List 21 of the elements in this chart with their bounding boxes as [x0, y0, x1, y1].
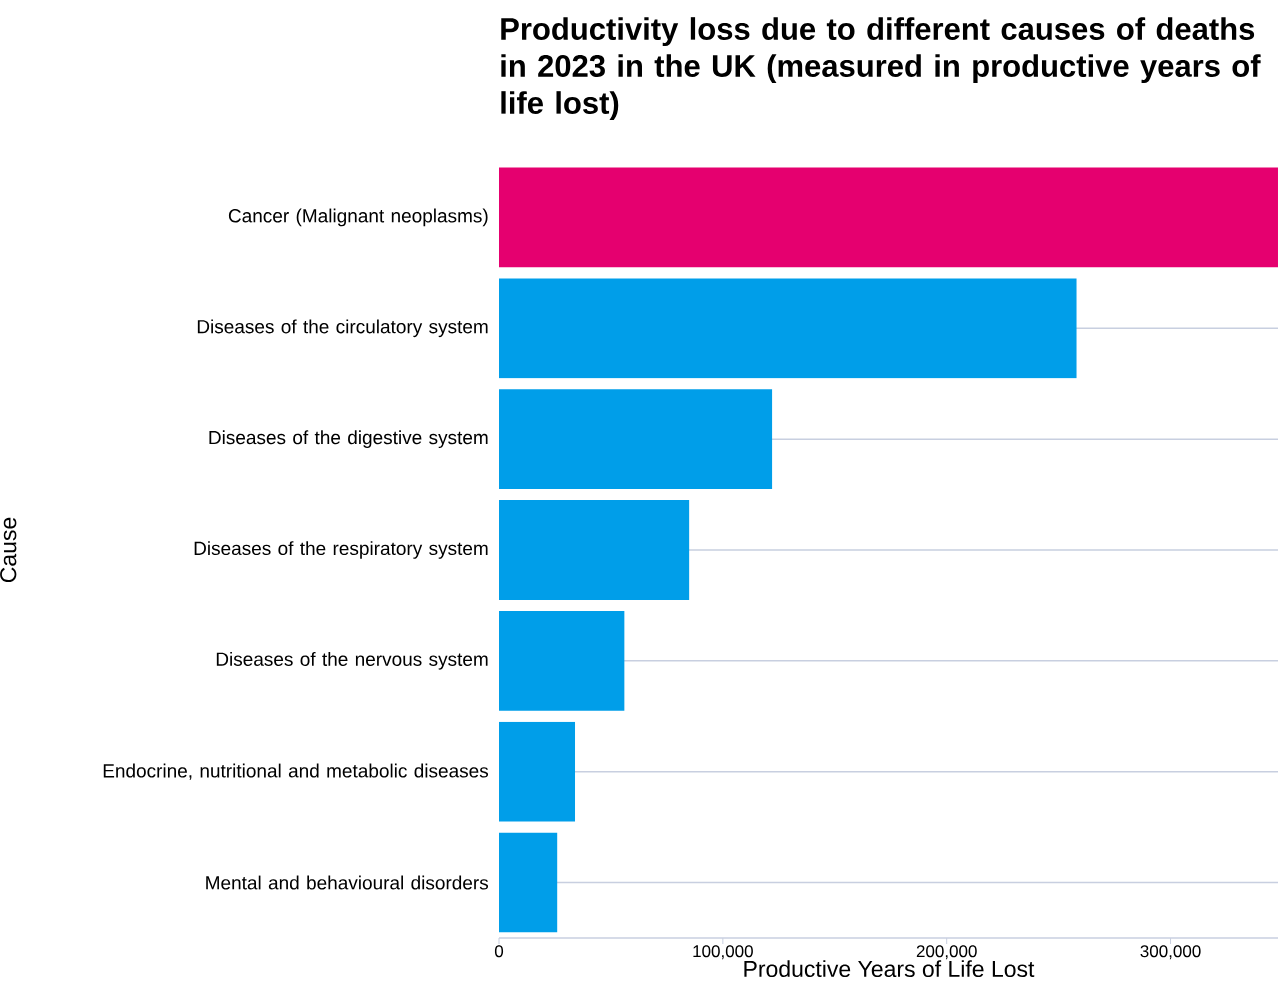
bar — [499, 278, 1077, 379]
y-tick-label: Diseases of the digestive system — [209, 430, 488, 448]
y-tick-label: Mental and behavioural disorders — [206, 875, 489, 890]
bar — [499, 500, 690, 600]
y-tick-label: Diseases of the nervous system — [216, 652, 488, 670]
x-tick-label: 0 — [494, 945, 504, 958]
x-tick-label: 300,000 — [1140, 945, 1201, 960]
y-tick-label: Diseases of the respiratory system — [194, 541, 488, 559]
y-tick-label: Diseases of the circulatory system — [197, 319, 488, 338]
chart-title: Productivity loss due to different causes of deaths in 2023 in the UK (measured in productive years of life lost) — [501, 17, 1261, 121]
y-tick-label: Cancer (Malignant neoplasms) — [228, 208, 488, 227]
y-tick-label: Endocrine, nutritional and metabolic diseases — [103, 763, 489, 780]
x-axis-title: Productive Years of Life Lost — [744, 960, 1035, 978]
bar — [499, 610, 625, 711]
x-tick-label: 100,000 — [693, 945, 753, 960]
bar — [499, 832, 558, 933]
bar — [499, 167, 1278, 268]
bar — [499, 389, 773, 490]
x-tick-label: 200,000 — [916, 945, 977, 960]
y-axis-title: Cause — [0, 517, 17, 583]
bar — [499, 721, 576, 822]
